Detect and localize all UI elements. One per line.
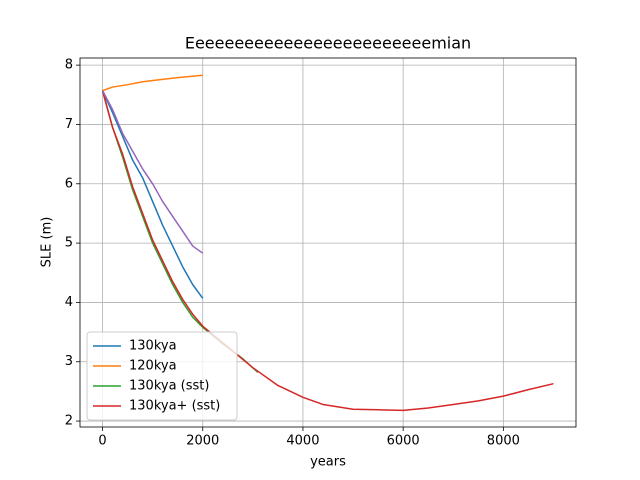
x-tick-label: 6000 — [387, 434, 420, 449]
x-axis-label: years — [310, 455, 346, 470]
x-tick-label: 8000 — [487, 434, 520, 449]
series-line — [101, 90, 204, 299]
plot-frame — [79, 57, 577, 428]
legend-label: 130kya+ (sst) — [129, 399, 220, 414]
y-tick-label: 7 — [65, 117, 73, 132]
series-line — [102, 74, 203, 92]
y-tick-label: 2 — [65, 414, 73, 429]
y-tick-label: 3 — [65, 354, 73, 369]
y-tick-label: 8 — [65, 58, 73, 73]
legend-label: 130kya — [129, 339, 177, 354]
legend-box — [86, 331, 238, 421]
x-tick-label: 4000 — [286, 434, 319, 449]
y-tick-label: 5 — [65, 236, 73, 251]
chart-title: Eeeeeeeeeeeeeeeeeeeeeeeeemian — [185, 34, 471, 53]
x-tick-label: 0 — [98, 434, 106, 449]
series-line — [101, 90, 204, 254]
x-tick-label: 2000 — [186, 434, 219, 449]
legend-label: 120kya — [129, 359, 177, 374]
y-axis-label: SLE (m) — [40, 217, 55, 268]
y-tick-label: 4 — [65, 295, 73, 310]
legend-label: 130kya (sst) — [129, 379, 209, 394]
series-line — [101, 90, 554, 412]
y-tick-label: 6 — [65, 176, 73, 191]
